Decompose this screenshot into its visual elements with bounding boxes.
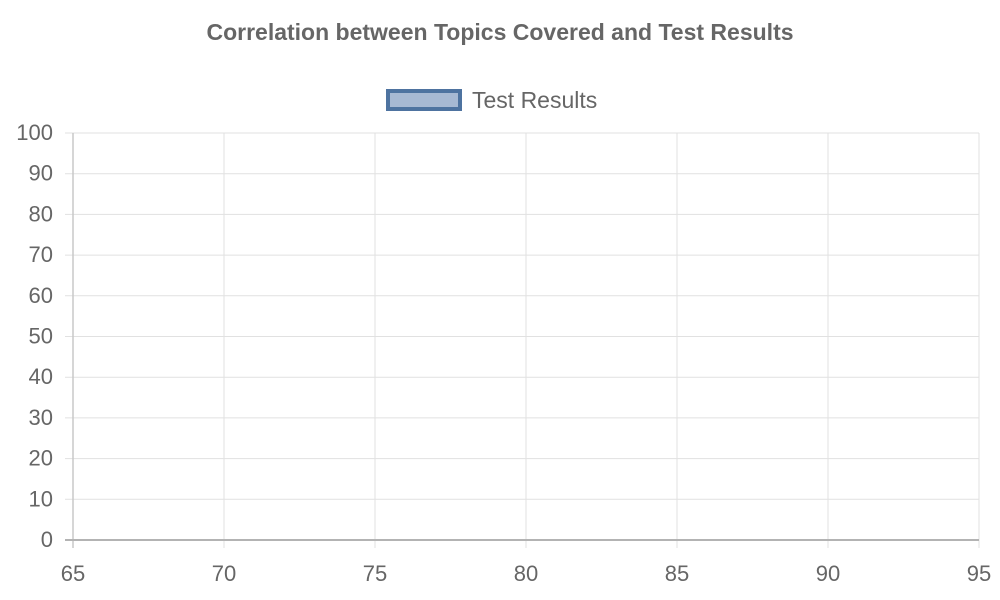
legend[interactable]: Test Results (386, 86, 597, 114)
y-tick-label: 40 (29, 364, 53, 389)
x-tick-label: 95 (967, 561, 991, 586)
y-tick-label: 20 (29, 446, 53, 471)
x-tick-label: 70 (212, 561, 236, 586)
legend-label-test-results[interactable]: Test Results (472, 86, 598, 113)
x-tick-label: 75 (363, 561, 387, 586)
x-tick-label: 90 (816, 561, 840, 586)
x-tick-label: 65 (61, 561, 85, 586)
y-tick-label: 30 (29, 405, 53, 430)
y-tick-label: 10 (29, 486, 53, 511)
y-tick-label: 90 (29, 161, 53, 186)
y-tick-label: 100 (16, 120, 53, 145)
x-tick-label: 80 (514, 561, 538, 586)
chart-title: Correlation between Topics Covered and T… (206, 19, 794, 45)
y-tick-label: 50 (29, 324, 53, 349)
y-tick-label: 60 (29, 283, 53, 308)
grid (65, 132, 980, 548)
axes (65, 133, 979, 548)
x-tick-label: 85 (665, 561, 689, 586)
y-tick-label: 0 (41, 527, 53, 552)
y-tick-label: 70 (29, 242, 53, 267)
legend-swatch[interactable] (386, 89, 462, 111)
y-tick-label: 80 (29, 201, 53, 226)
tick-labels: 0 10 20 30 40 50 60 70 80 90 100 65 70 75 80 85 90 95 (16, 120, 991, 586)
